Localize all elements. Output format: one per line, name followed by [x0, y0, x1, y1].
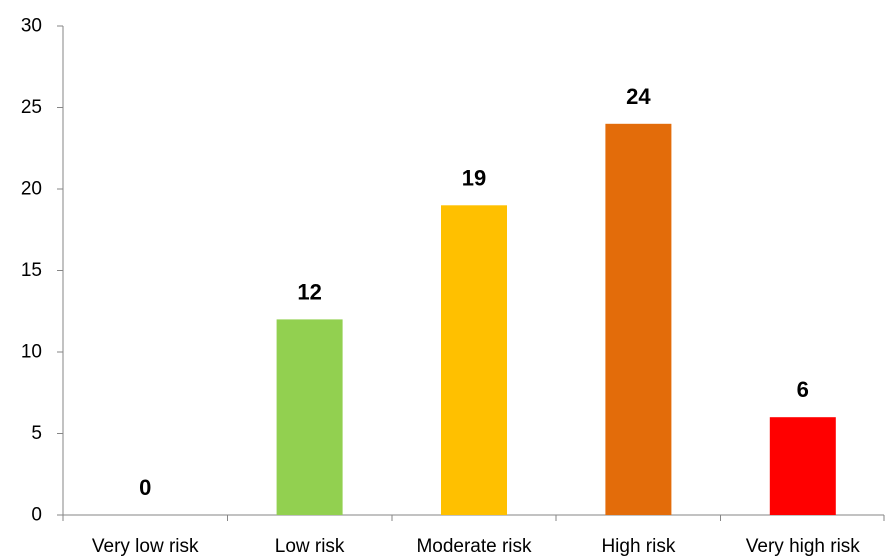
- bar: [605, 123, 672, 516]
- x-category-label: Low risk: [275, 536, 345, 557]
- data-labels: 0 12 19 24 6: [139, 84, 809, 500]
- y-axis-ticks: 0 5 10 15 20 25 30: [21, 16, 63, 526]
- x-axis: [62, 514, 885, 521]
- data-label: 19: [462, 165, 486, 190]
- bar: [276, 319, 343, 515]
- y-tick-label: 10: [21, 342, 42, 363]
- x-category-label: Very low risk: [92, 536, 199, 557]
- bar: [769, 417, 836, 515]
- data-label: 6: [797, 377, 809, 402]
- data-label: 12: [297, 279, 321, 304]
- y-tick-label: 5: [31, 423, 42, 444]
- y-tick-label: 30: [21, 16, 42, 37]
- x-category-label: High risk: [601, 536, 675, 557]
- bar: [441, 205, 507, 516]
- y-tick-label: 15: [21, 260, 42, 281]
- y-tick-label: 20: [21, 179, 42, 200]
- x-category-label: Moderate risk: [416, 536, 532, 557]
- data-label: 0: [139, 475, 151, 500]
- y-tick-label: 0: [31, 505, 42, 526]
- x-category-label: Very high risk: [746, 536, 861, 557]
- category-labels: Very low risk Low risk Moderate risk High r…: [92, 536, 860, 557]
- bars: [276, 123, 836, 516]
- y-tick-label: 25: [21, 97, 42, 118]
- data-label: 24: [626, 84, 651, 109]
